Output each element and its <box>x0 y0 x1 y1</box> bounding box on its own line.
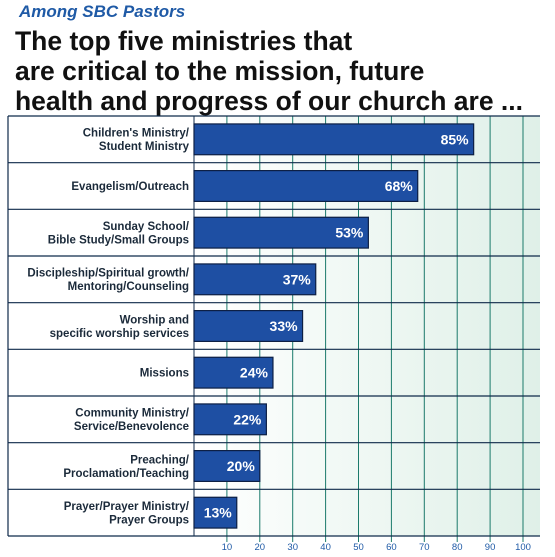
category-label: Service/Benevolence <box>74 421 189 433</box>
category-label: Prayer Groups <box>109 514 189 526</box>
x-tick-label: 40 <box>320 542 331 553</box>
bar-value-label: 53% <box>335 225 364 241</box>
bar <box>193 170 419 203</box>
category-label: Evangelism/Outreach <box>71 181 189 193</box>
chart-title-line-1: The top five ministries that <box>15 26 353 56</box>
category-label: Community Ministry/ <box>75 408 190 420</box>
x-tick-label: 30 <box>287 542 298 553</box>
bar-value-label: 24% <box>240 365 269 381</box>
chart-title: The top five ministries that are critica… <box>15 26 545 116</box>
category-label: Sunday School/ <box>103 221 190 233</box>
bar-value-label: 68% <box>385 178 414 194</box>
bar <box>193 496 238 529</box>
bar <box>193 123 475 156</box>
x-tick-label: 10 <box>222 542 233 553</box>
x-tick-label: 100 <box>515 542 531 553</box>
label-column <box>8 116 194 536</box>
bar-value-label: 13% <box>204 505 233 521</box>
x-tick-label: 50 <box>353 542 364 553</box>
category-label: Mentoring/Counseling <box>68 281 189 293</box>
bar <box>193 356 274 389</box>
bar <box>193 310 304 343</box>
bar-value-label: 22% <box>233 411 262 427</box>
category-label: Children's Ministry/ <box>83 128 190 140</box>
x-tick-label: 90 <box>485 542 496 553</box>
x-tick-label: 70 <box>419 542 430 553</box>
x-tick-label: 60 <box>386 542 397 553</box>
bar <box>193 450 261 483</box>
chart-title-line-3: health and progress of our church are ..… <box>15 86 524 116</box>
bar-value-label: 85% <box>441 131 470 147</box>
category-label: specific worship services <box>50 328 189 340</box>
category-label: Bible Study/Small Groups <box>48 234 189 246</box>
chart-subtitle: Among SBC Pastors <box>19 2 186 21</box>
bar-value-label: 37% <box>283 271 312 287</box>
category-label: Preaching/ <box>130 454 190 466</box>
category-label: Worship and <box>120 314 189 326</box>
category-label: Missions <box>140 368 189 380</box>
bar <box>193 263 317 296</box>
category-label: Student Ministry <box>99 141 190 153</box>
category-label: Proclamation/Teaching <box>63 468 189 480</box>
x-tick-label: 80 <box>452 542 463 553</box>
bar <box>193 403 267 436</box>
category-label: Discipleship/Spiritual growth/ <box>27 268 189 280</box>
bar-value-label: 33% <box>270 318 299 334</box>
bar <box>193 216 369 249</box>
category-label: Prayer/Prayer Ministry/ <box>64 501 190 513</box>
bar-value-label: 20% <box>227 458 256 474</box>
chart-title-line-2: are critical to the mission, future <box>15 56 425 86</box>
x-tick-label: 20 <box>255 542 266 553</box>
